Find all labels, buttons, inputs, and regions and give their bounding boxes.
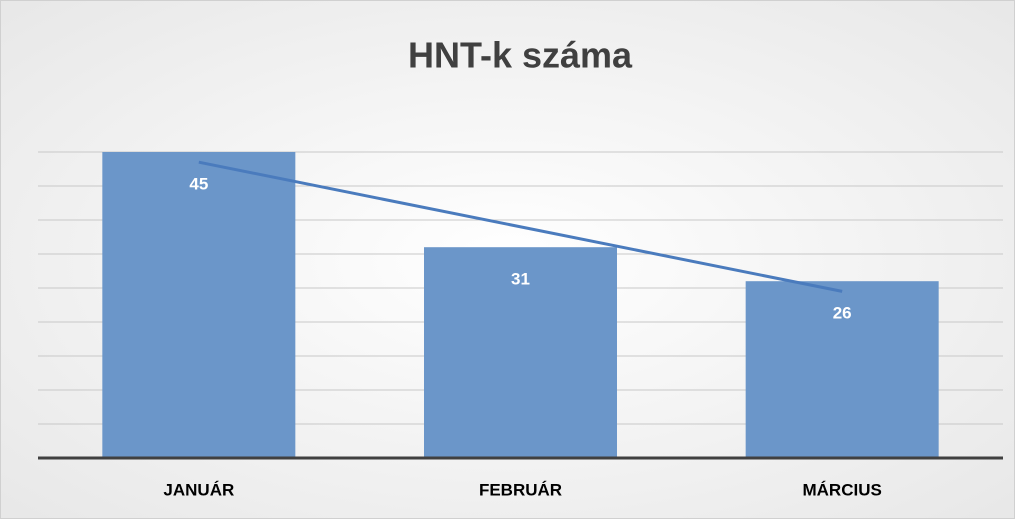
- bar: [424, 247, 617, 458]
- chart-title: HNT-k száma: [408, 35, 633, 76]
- data-label: 45: [189, 174, 208, 193]
- x-tick-label: MÁRCIUS: [802, 480, 881, 499]
- x-tick-label: JANUÁR: [163, 480, 234, 499]
- bar: [102, 152, 296, 458]
- x-tick-label: FEBRUÁR: [479, 480, 562, 499]
- bar: [745, 281, 939, 458]
- data-label: 31: [511, 270, 530, 289]
- trendline: [198, 160, 843, 293]
- data-label: 26: [833, 304, 852, 323]
